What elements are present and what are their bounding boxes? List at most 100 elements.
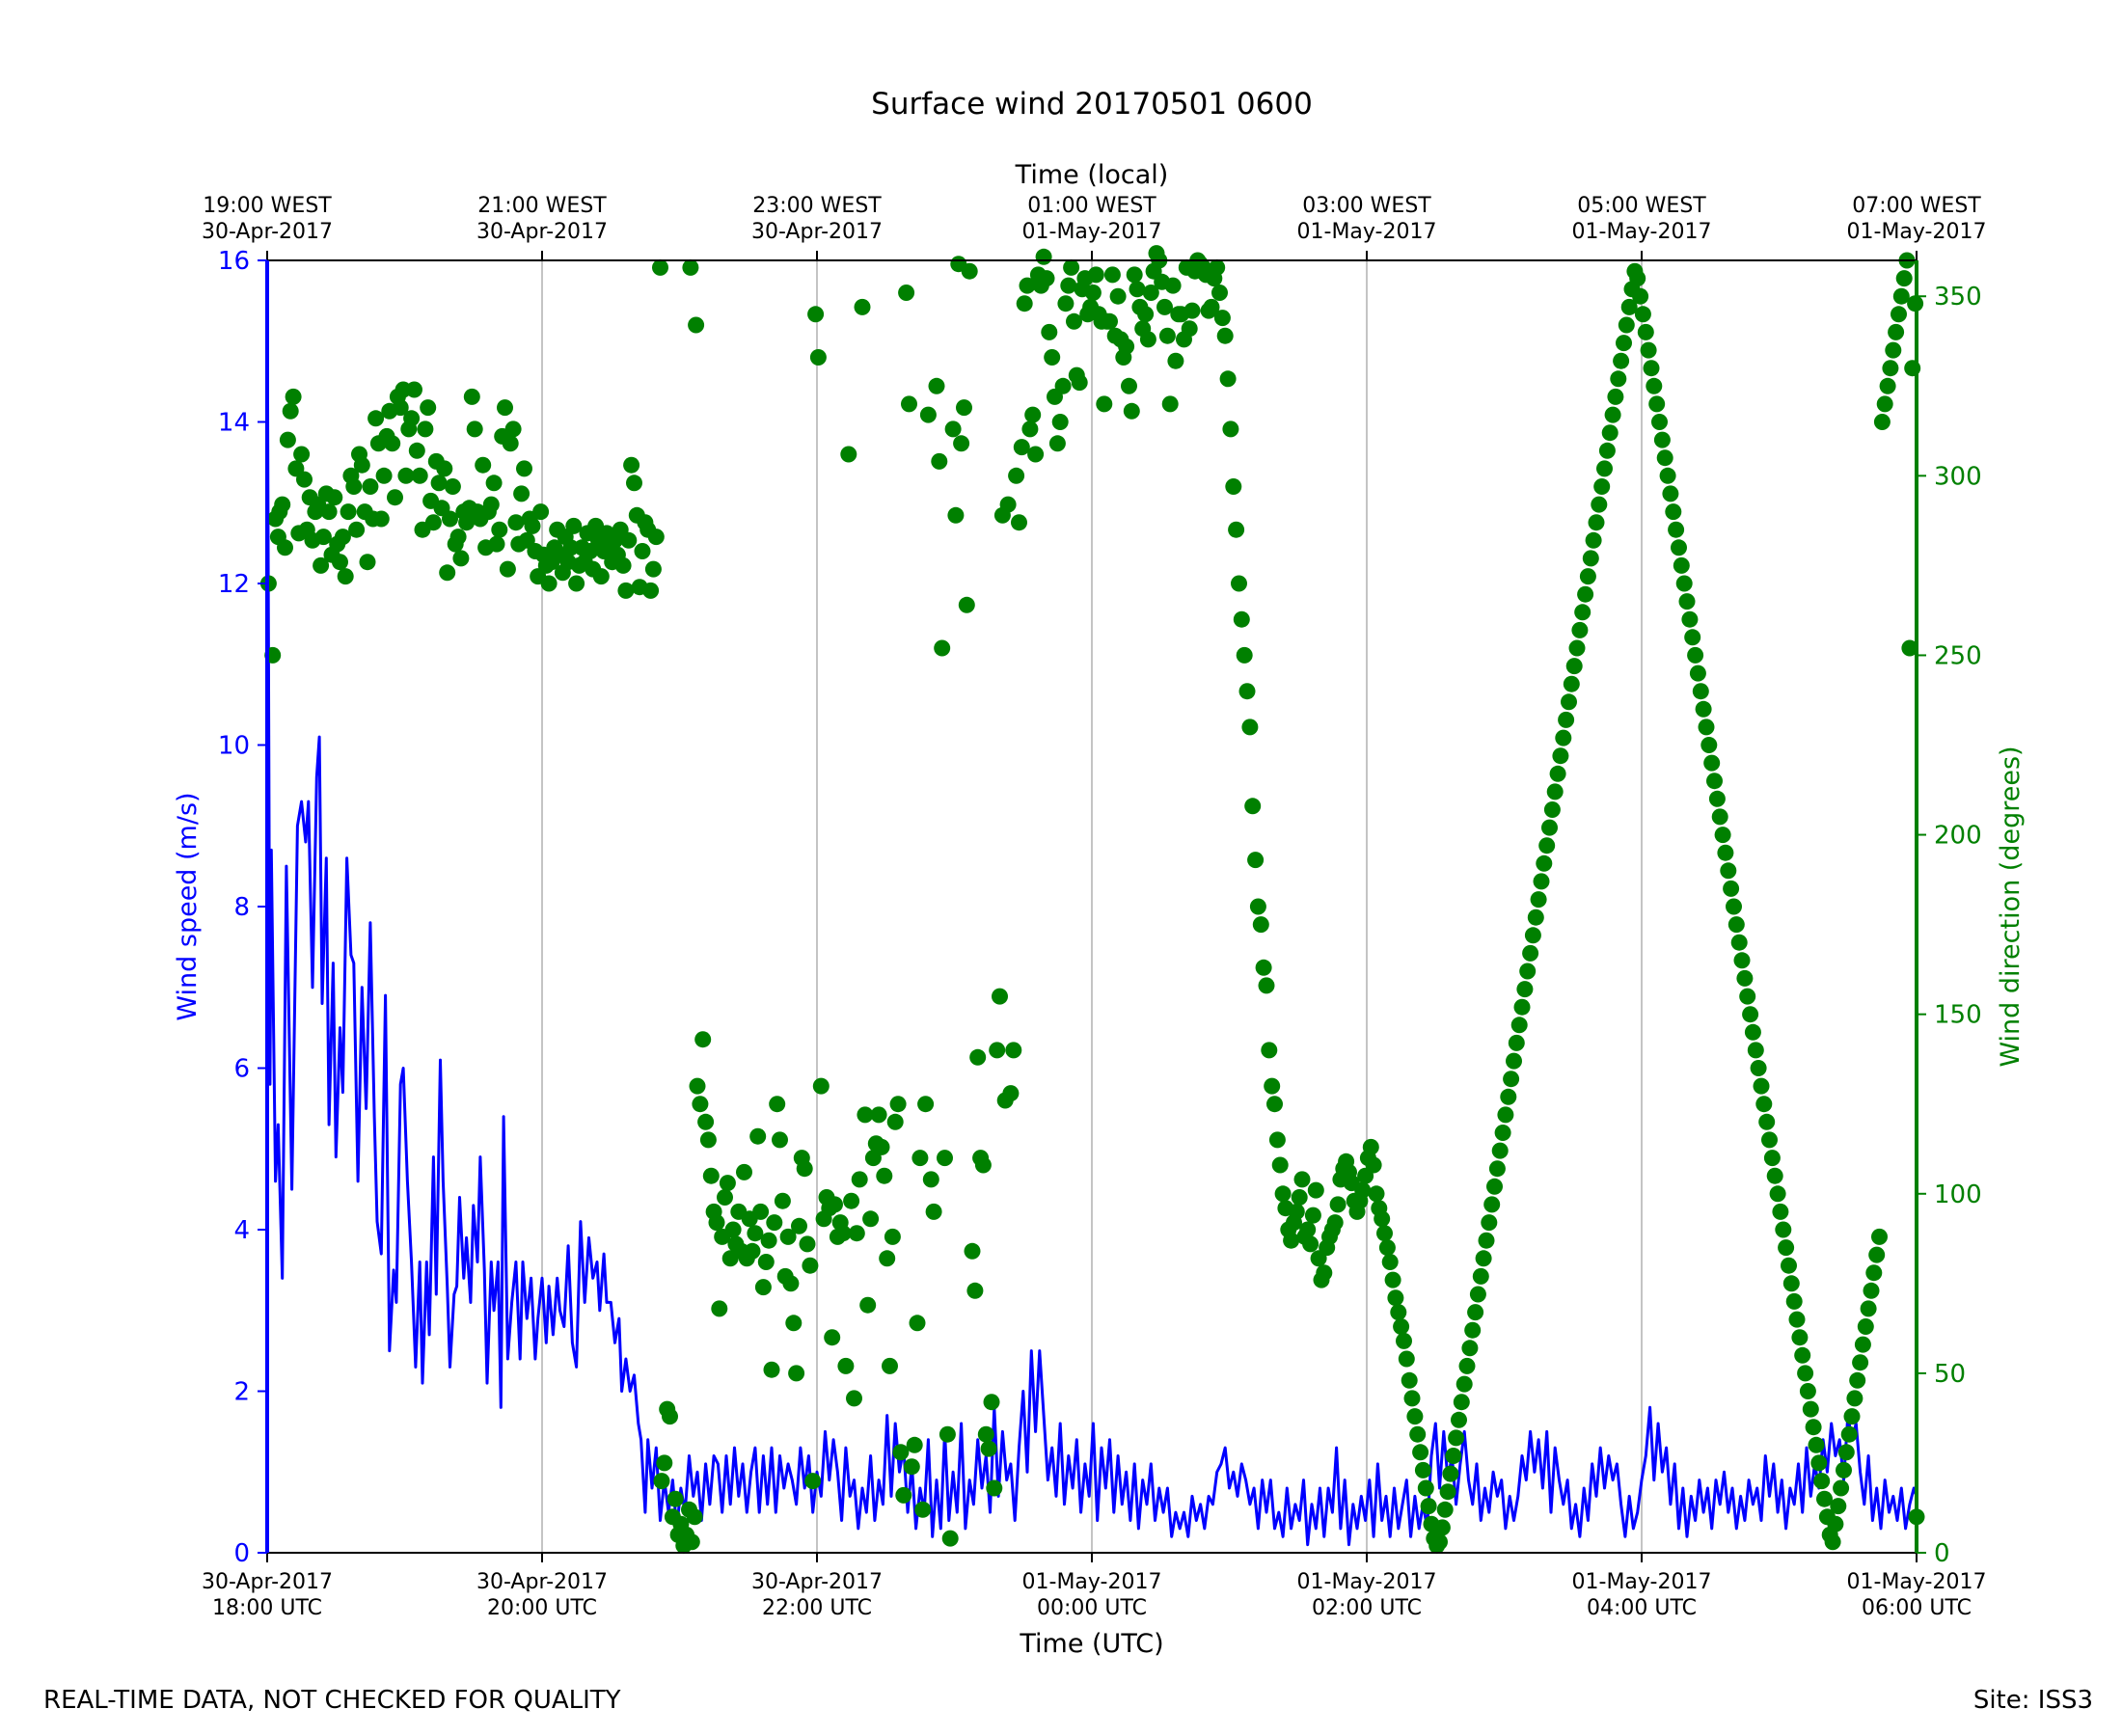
wind-direction-point bbox=[1744, 1023, 1761, 1041]
wind-direction-point bbox=[870, 1106, 887, 1124]
wind-direction-point bbox=[1021, 420, 1039, 438]
wind-direction-point bbox=[837, 1357, 855, 1374]
wind-direction-point bbox=[1516, 981, 1534, 998]
wind-direction-point bbox=[277, 539, 293, 556]
wind-direction-point bbox=[1381, 1254, 1399, 1270]
wind-direction-point bbox=[516, 460, 532, 477]
wind-direction-point bbox=[1530, 891, 1547, 909]
wind-direction-point bbox=[1695, 700, 1712, 718]
wind-direction-point bbox=[699, 1131, 717, 1149]
wind-direction-point bbox=[1448, 1429, 1465, 1447]
wind-direction-point bbox=[1726, 898, 1742, 915]
wind-direction-point bbox=[1368, 1185, 1385, 1203]
wind-direction-point bbox=[977, 1425, 994, 1443]
wind-direction-point bbox=[1782, 1275, 1800, 1292]
wind-direction-point bbox=[909, 1315, 926, 1332]
wind-direction-point bbox=[345, 478, 363, 495]
wind-direction-point bbox=[1618, 316, 1635, 334]
wind-direction-point bbox=[953, 435, 970, 452]
wind-direction-point bbox=[502, 435, 519, 452]
wind-direction-point bbox=[1264, 1077, 1281, 1095]
wind-direction-point bbox=[1414, 1461, 1431, 1478]
wind-direction-point bbox=[1708, 790, 1726, 807]
wind-direction-point bbox=[1129, 281, 1146, 298]
wind-direction-point bbox=[1231, 575, 1247, 592]
wind-direction-point bbox=[682, 258, 699, 276]
wind-direction-point bbox=[1678, 593, 1696, 610]
wind-direction-point bbox=[540, 575, 558, 592]
wind-direction-point bbox=[827, 1196, 843, 1213]
wind-direction-point bbox=[1491, 1142, 1509, 1159]
wind-direction-point bbox=[1563, 675, 1580, 692]
wind-direction-point bbox=[634, 543, 651, 559]
wind-direction-point bbox=[1876, 395, 1893, 413]
wind-direction-point bbox=[1118, 338, 1135, 355]
wind-direction-point bbox=[1854, 1336, 1871, 1353]
wind-direction-point bbox=[1668, 521, 1685, 538]
wind-direction-point bbox=[1714, 827, 1731, 844]
wind-direction-point bbox=[1384, 1271, 1401, 1288]
wind-direction-point bbox=[683, 1533, 700, 1551]
wind-direction-point bbox=[1846, 1390, 1864, 1407]
wind-direction-point bbox=[1758, 1113, 1776, 1130]
bottom-tick-label: 20:00 UTC bbox=[487, 1596, 597, 1620]
wind-direction-point bbox=[1378, 1239, 1396, 1257]
wind-direction-point bbox=[1522, 944, 1539, 962]
wind-direction-point bbox=[848, 1225, 865, 1242]
wind-direction-point bbox=[392, 399, 409, 417]
wind-direction-point bbox=[1376, 1225, 1393, 1242]
wind-direction-point bbox=[1506, 1052, 1522, 1070]
wind-direction-point bbox=[1750, 1060, 1767, 1076]
wind-direction-point bbox=[1002, 1085, 1020, 1102]
wind-direction-point bbox=[1005, 1042, 1022, 1059]
wind-direction-point bbox=[1675, 575, 1693, 592]
site-label: Site: ISS3 bbox=[1972, 1686, 2093, 1715]
wind-direction-point bbox=[956, 399, 972, 417]
wind-direction-point bbox=[1057, 295, 1075, 312]
wind-direction-point bbox=[1648, 395, 1666, 413]
wind-direction-point bbox=[1433, 1519, 1451, 1536]
wind-direction-point bbox=[1219, 370, 1237, 388]
wind-direction-point bbox=[430, 475, 448, 492]
wind-direction-point bbox=[1406, 1408, 1424, 1425]
wind-direction-point bbox=[1565, 658, 1583, 675]
bottom-tick-label: 18:00 UTC bbox=[212, 1596, 322, 1620]
wind-direction-point bbox=[1121, 377, 1137, 394]
wind-direction-point bbox=[1497, 1106, 1514, 1124]
wind-direction-point bbox=[1475, 1250, 1492, 1267]
wind-direction-point bbox=[1888, 323, 1905, 340]
wind-direction-point bbox=[1585, 531, 1602, 549]
wind-direction-point bbox=[1103, 266, 1121, 284]
wind-direction-point bbox=[779, 1228, 797, 1245]
wind-direction-point bbox=[1291, 1189, 1308, 1206]
wind-direction-point bbox=[1464, 1321, 1482, 1339]
wind-direction-point bbox=[992, 988, 1008, 1005]
wind-direction-point bbox=[626, 475, 642, 492]
wind-direction-point bbox=[1568, 639, 1586, 657]
wind-direction-point bbox=[406, 381, 422, 398]
wind-direction-point bbox=[384, 435, 401, 452]
wind-direction-point bbox=[754, 1279, 772, 1296]
wind-direction-point bbox=[1736, 969, 1754, 987]
wind-direction-point bbox=[1879, 377, 1896, 394]
wind-direction-point bbox=[1706, 773, 1723, 790]
wind-direction-point bbox=[760, 1232, 777, 1249]
wind-direction-point bbox=[1500, 1088, 1517, 1105]
bottom-tick-label: 01-May-2017 bbox=[1022, 1570, 1162, 1594]
right-tick-label: 200 bbox=[1934, 822, 1982, 851]
top-tick-label: 01-May-2017 bbox=[1297, 220, 1437, 244]
wind-direction-point bbox=[1766, 1167, 1783, 1184]
wind-direction-point bbox=[1681, 610, 1699, 628]
wind-direction-point bbox=[482, 496, 500, 513]
wind-direction-point bbox=[749, 1127, 767, 1145]
wind-direction-point bbox=[334, 529, 351, 546]
wind-direction-point bbox=[1840, 1425, 1858, 1443]
wind-direction-point bbox=[1213, 310, 1231, 327]
wind-direction-point bbox=[1637, 323, 1654, 340]
wind-direction-point bbox=[809, 349, 827, 366]
wind-direction-point bbox=[757, 1254, 775, 1270]
wind-direction-point bbox=[1393, 1318, 1410, 1335]
wind-direction-point bbox=[1536, 854, 1553, 872]
wind-direction-point bbox=[439, 564, 456, 582]
wind-direction-point bbox=[1019, 277, 1036, 294]
